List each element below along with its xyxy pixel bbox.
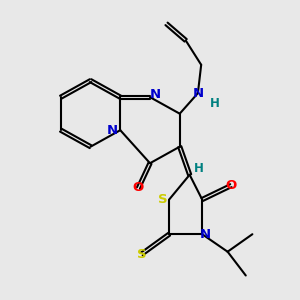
Text: S: S	[137, 248, 147, 260]
Text: N: N	[192, 87, 203, 100]
Text: N: N	[200, 228, 211, 241]
Text: N: N	[150, 88, 161, 101]
Text: H: H	[209, 97, 219, 110]
Text: N: N	[106, 124, 118, 137]
Text: O: O	[133, 182, 144, 194]
Text: S: S	[158, 193, 167, 206]
Text: H: H	[194, 162, 204, 175]
Text: O: O	[225, 179, 236, 192]
